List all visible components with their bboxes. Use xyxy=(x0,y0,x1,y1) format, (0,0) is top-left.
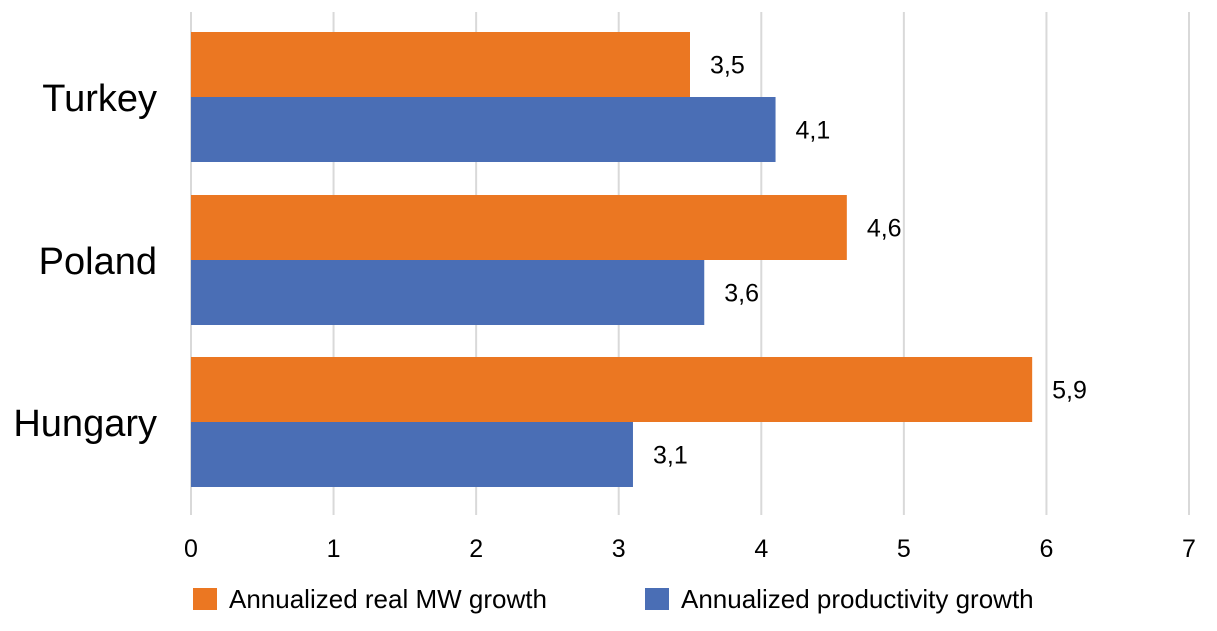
x-tick-label: 4 xyxy=(754,535,768,563)
x-tick-label: 6 xyxy=(1039,535,1053,563)
legend-swatch xyxy=(645,588,669,610)
bar xyxy=(191,97,776,162)
x-tick-label: 1 xyxy=(327,535,341,563)
data-label: 3,5 xyxy=(710,52,745,80)
category-label: Poland xyxy=(39,241,157,283)
x-tick-label: 7 xyxy=(1182,535,1196,563)
x-tick-label: 5 xyxy=(897,535,911,563)
data-label: 4,6 xyxy=(867,215,902,243)
bar xyxy=(191,357,1033,422)
data-label: 3,6 xyxy=(724,280,759,308)
x-tick-label: 2 xyxy=(469,535,483,563)
legend-label: Annualized real MW growth xyxy=(229,584,547,614)
x-tick-labels: 0 1 2 3 4 5 6 7 xyxy=(184,535,1196,563)
data-labels: 3,5 4,1 4,6 3,6 5,9 3,1 xyxy=(653,52,1087,470)
bar xyxy=(191,32,690,97)
bar xyxy=(191,422,633,487)
category-label: Hungary xyxy=(13,403,157,445)
data-label: 4,1 xyxy=(796,117,831,145)
legend-label: Annualized productivity growth xyxy=(681,584,1034,614)
category-labels: Turkey Poland Hungary xyxy=(13,78,157,445)
category-label: Turkey xyxy=(42,78,157,120)
data-label: 5,9 xyxy=(1052,377,1087,405)
x-tick-label: 0 xyxy=(184,535,198,563)
legend-swatch xyxy=(193,588,217,610)
x-tick-label: 3 xyxy=(612,535,626,563)
bar xyxy=(191,260,705,325)
data-label: 3,1 xyxy=(653,442,688,470)
bars xyxy=(191,32,1033,487)
bar xyxy=(191,195,847,260)
legend: Annualized real MW growth Annualized prod… xyxy=(193,584,1034,614)
